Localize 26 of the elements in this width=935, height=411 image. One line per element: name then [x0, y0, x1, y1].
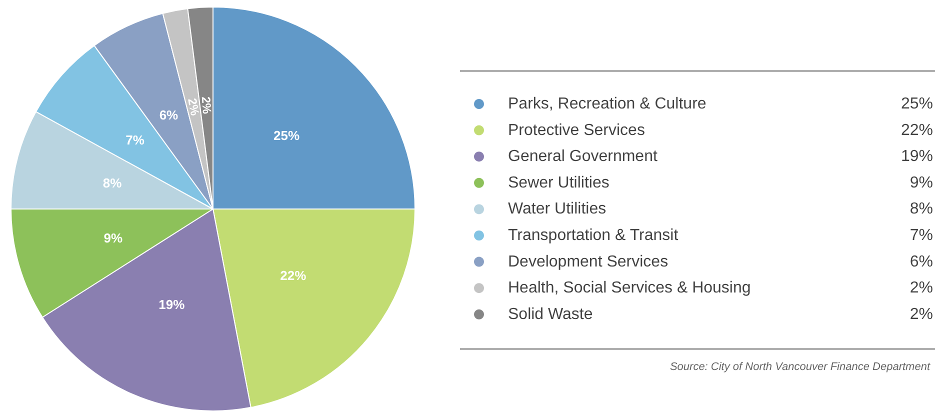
text: 9% — [910, 174, 933, 192]
legend-label: General Government — [508, 148, 658, 166]
data-label: 9% — [104, 230, 123, 246]
text: 19% — [900, 148, 933, 166]
text: 2% — [910, 306, 933, 323]
legend-label: Parks, Recreation & Culture — [508, 96, 706, 112]
text: 8% — [910, 200, 933, 218]
source-note: Source: City of North Vancouver Finance Department — [670, 361, 931, 373]
legend-label: Solid Waste — [508, 306, 593, 323]
text: 6% — [910, 253, 933, 270]
legend-label: Protective Services — [508, 122, 645, 139]
legend-label: Transportation & Transit — [508, 227, 679, 244]
data-label: 22% — [280, 268, 307, 283]
data-label: 6% — [159, 107, 179, 122]
legend-label: Health, Social Services & Housing — [508, 280, 751, 297]
data-label: 7% — [126, 132, 145, 148]
legend-label: Development Services — [508, 253, 668, 270]
text: 2% — [910, 280, 933, 297]
text: 22% — [900, 122, 933, 139]
text: 25% — [900, 96, 933, 112]
text: 7% — [910, 227, 933, 244]
data-label: 8% — [102, 176, 122, 191]
data-label: 19% — [158, 296, 186, 312]
legend-label: Sewer Utilities — [508, 174, 610, 192]
legend-label: Water Utilities — [508, 200, 606, 218]
data-label: 25% — [274, 128, 300, 143]
